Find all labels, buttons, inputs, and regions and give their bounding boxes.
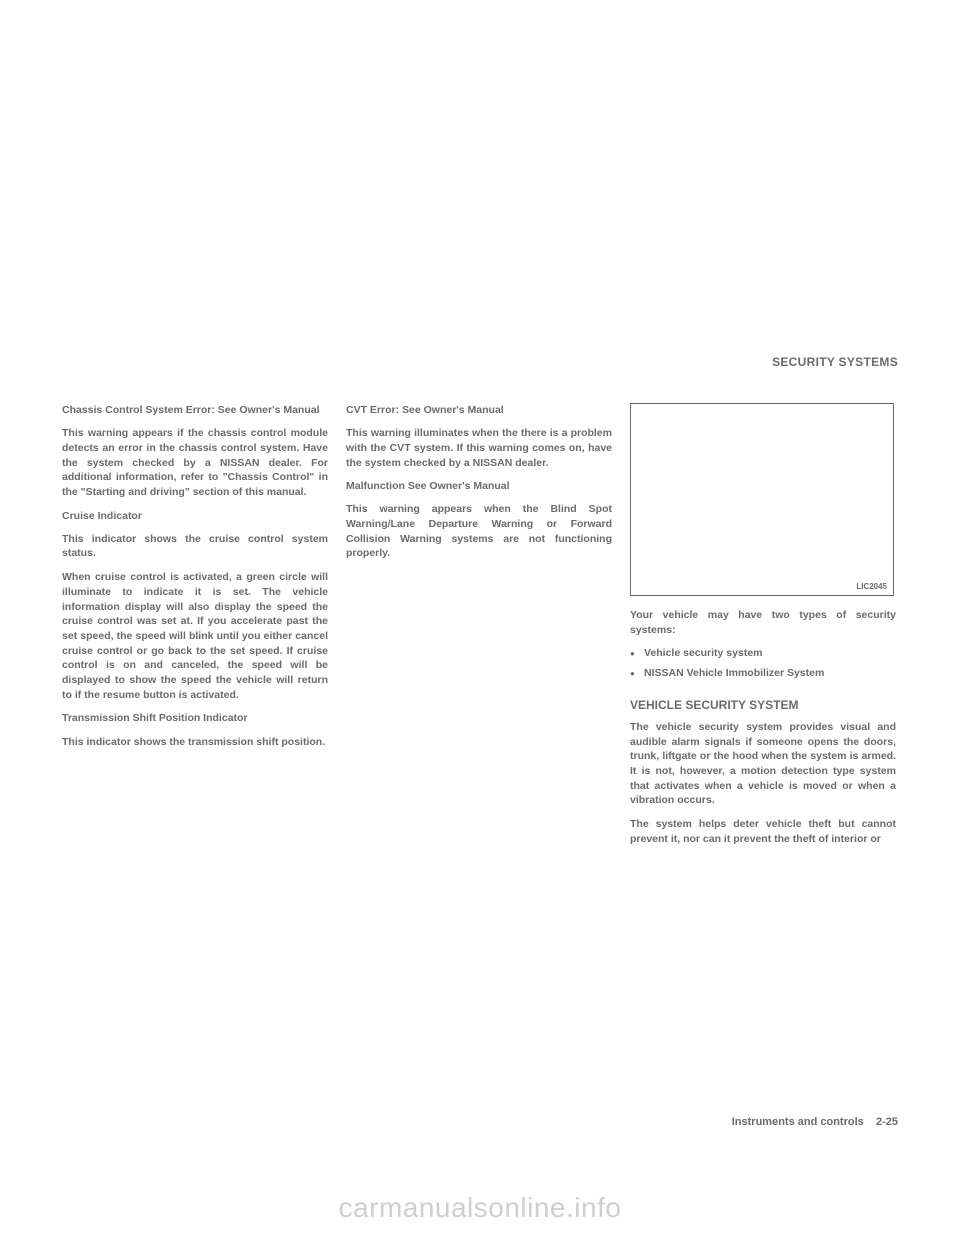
columns-container: Chassis Control System Error: See Owner'…	[62, 403, 898, 855]
security-bullet-list: Vehicle security system NISSAN Vehicle I…	[630, 646, 896, 686]
chassis-control-heading: Chassis Control System Error: See Owner'…	[62, 403, 328, 417]
vehicle-security-title: VEHICLE SECURITY SYSTEM	[630, 698, 896, 712]
page-footer: Instruments and controls 2-25	[732, 1116, 898, 1128]
cvt-error-heading: CVT Error: See Owner's Manual	[346, 403, 612, 417]
figure-box: LIC2045	[630, 403, 894, 596]
section-header: SECURITY SYSTEMS	[772, 355, 898, 369]
malfunction-text: This warning appears when the Blind Spot…	[346, 502, 612, 561]
page-content: SECURITY SYSTEMS Chassis Control System …	[62, 355, 898, 1115]
column-2: CVT Error: See Owner's Manual This warni…	[346, 403, 612, 855]
cruise-indicator-text-2: When cruise control is activated, a gree…	[62, 570, 328, 702]
transmission-text: This indicator shows the transmission sh…	[62, 735, 328, 750]
cruise-indicator-text-1: This indicator shows the cruise control …	[62, 532, 328, 561]
cruise-indicator-heading: Cruise Indicator	[62, 509, 328, 523]
malfunction-heading: Malfunction See Owner's Manual	[346, 479, 612, 493]
chassis-control-text: This warning appears if the chassis cont…	[62, 426, 328, 499]
figure-code: LIC2045	[856, 582, 887, 591]
watermark: carmanualsonline.info	[0, 1192, 960, 1224]
list-item: NISSAN Vehicle Immobilizer System	[644, 666, 896, 682]
security-intro-text: Your vehicle may have two types of secur…	[630, 608, 896, 637]
column-3: LIC2045 Your vehicle may have two types …	[630, 403, 896, 855]
transmission-heading: Transmission Shift Position Indicator	[62, 711, 328, 725]
vehicle-security-text-2: The system helps deter vehicle theft but…	[630, 817, 896, 846]
vehicle-security-text-1: The vehicle security system provides vis…	[630, 720, 896, 808]
column-1: Chassis Control System Error: See Owner'…	[62, 403, 328, 855]
cvt-error-text: This warning illuminates when the there …	[346, 426, 612, 470]
list-item: Vehicle security system	[644, 646, 896, 662]
